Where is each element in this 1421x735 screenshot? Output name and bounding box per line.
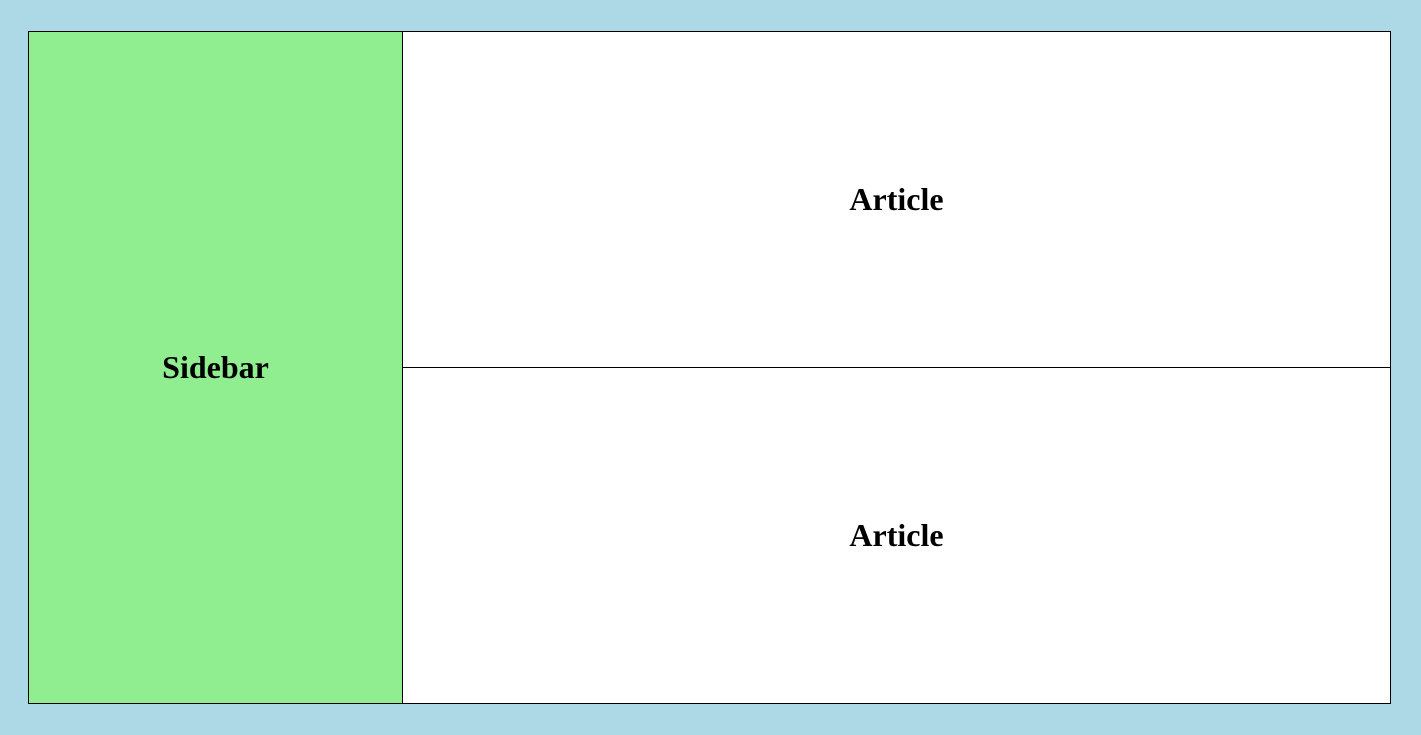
article-2: Article: [403, 368, 1391, 704]
main-content: Article Article: [403, 31, 1391, 704]
sidebar-label: Sidebar: [162, 349, 269, 385]
sidebar: Sidebar: [28, 31, 403, 704]
article-1: Article: [403, 31, 1391, 368]
article-1-label: Article: [849, 181, 944, 217]
article-2-label: Article: [849, 517, 944, 553]
page-layout: Sidebar Article Article: [28, 31, 1391, 704]
